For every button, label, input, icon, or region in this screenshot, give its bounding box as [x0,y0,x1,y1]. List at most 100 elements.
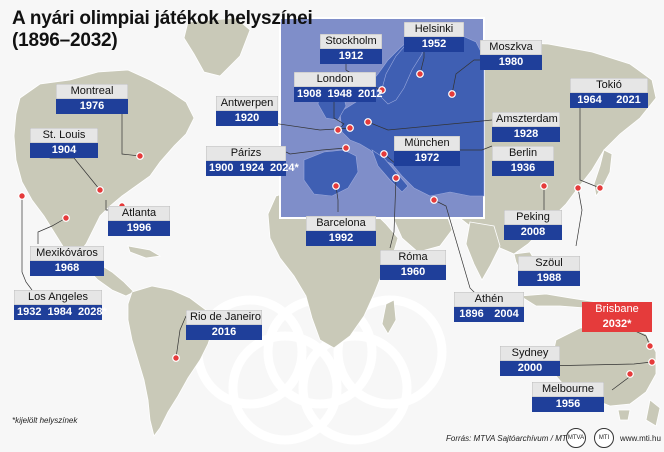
year-row: 1920 [216,111,278,126]
callout-mexikovaros: Mexikóváros 1968 [30,246,104,276]
year-row: 2000 [500,361,560,376]
dot-roma [392,174,400,182]
dot-barcelona [332,182,340,190]
year-row: 1972 [394,151,460,166]
year: 1948 [327,88,352,100]
new-zealand [645,399,661,427]
year: 1904 [51,144,77,156]
callout-montreal: Montreal 1976 [56,84,128,114]
city-name: Helsinki [404,22,464,37]
callout-moszkva: Moszkva 1980 [480,40,542,70]
year-row: 1976 [56,99,128,114]
year-row: 1932 1984 2028* [14,305,107,320]
callout-roma: Róma 1960 [380,250,446,280]
mti-logo: MTI [594,428,614,448]
dot-mexikovaros [62,214,70,222]
year-row: 1904 [30,143,98,158]
madagascar [381,299,397,335]
year: 1988 [536,272,562,284]
year: 1972 [414,152,440,164]
dot-london [334,126,342,134]
city-name: Montreal [56,84,128,99]
year: 2000 [517,362,543,374]
europe-inset [279,17,485,219]
dot-athen [430,196,438,204]
map-title: A nyári olimpiai játékok helyszínei (189… [12,8,313,52]
year: 1980 [498,56,524,68]
year: 2004 [494,308,519,320]
year: 1956 [555,398,581,410]
year-row: 1992 [306,231,376,246]
dot-peking [540,182,548,190]
dot-stockholm [378,86,386,94]
year-row: 1896 2004 [454,307,524,322]
year: 1964 [577,94,602,106]
city-name: Róma [380,250,446,265]
year-row: 1912 [320,49,382,64]
callout-stockholm: Stockholm 1912 [320,34,382,64]
callout-munchen: München 1972 [394,136,460,166]
callout-london: London 1908 1948 2012 [294,72,382,102]
year: 1952 [421,38,447,50]
city-name: Sydney [500,346,560,361]
year-row: 1964 2021 [570,93,648,108]
city-name: Los Angeles [14,290,102,305]
year-row: 1952 [404,37,464,52]
callout-los-angeles: Los Angeles 1932 1984 2028* [14,290,107,320]
city-name: Rio de Janeiro [186,310,262,325]
city-name: Barcelona [306,216,376,231]
year: 1932 [17,306,42,318]
year: 1976 [79,100,105,112]
year: 1912 [338,50,364,62]
greenland [183,17,251,77]
caribbean [127,245,162,259]
dot-rio [172,354,180,362]
callout-peking: Peking 2008 [504,210,562,240]
inset-scandinavia [379,35,425,105]
callout-melbourne: Melbourne 1956 [532,382,604,412]
city-name: Atlanta [108,206,170,221]
dot-melbourne [626,370,634,378]
city-name: London [294,72,376,87]
dot-los-angeles [18,192,26,200]
dot-brisbane [646,342,654,350]
city-name: Brisbane [582,302,652,317]
source-credit: Forrás: MTVA Sajtóarchívum / MTI [446,434,569,443]
city-name: Amszterdam [492,112,560,127]
city-name: Melbourne [532,382,604,397]
title-line-2: (1896–2032) [12,30,118,51]
city-name: Moszkva [480,40,542,55]
callout-parizs: Párizs 1900 1924 2024* [206,146,299,176]
city-name: München [394,136,460,151]
dot-moszkva [448,90,456,98]
year: 1936 [510,162,536,174]
year: 1896 [459,308,484,320]
city-name: Peking [504,210,562,225]
dot-tokio [596,184,604,192]
year: 1960 [400,266,426,278]
year: 1900 [209,162,234,174]
callout-tokio: Tokió 1964 2021 [570,78,648,108]
title-line-1: A nyári olimpiai játékok helyszínei [12,8,313,29]
year-row: 2032* [582,317,652,332]
callout-st-louis: St. Louis 1904 [30,128,98,158]
year-row: 1960 [380,265,446,280]
year: 1996 [126,222,152,234]
callout-athen: Athén 1896 2004 [454,292,524,322]
year: 1908 [297,88,322,100]
dot-antwerpen [346,124,354,132]
year: 2021 [616,94,641,106]
mtva-logo: MTVA [566,428,586,448]
callout-amszterdam: Amszterdam 1928 [492,112,560,142]
site-url: www.mti.hu [620,434,661,443]
year: 2008 [520,226,546,238]
year: 2024* [269,162,299,174]
year: 1920 [234,112,260,124]
year-row: 2016 [186,325,262,340]
dot-st-louis [96,186,104,194]
callout-sydney: Sydney 2000 [500,346,560,376]
callout-brisbane: Brisbane 2032* [582,302,652,332]
year-row: 2008 [504,225,562,240]
year-row: 1996 [108,221,170,236]
